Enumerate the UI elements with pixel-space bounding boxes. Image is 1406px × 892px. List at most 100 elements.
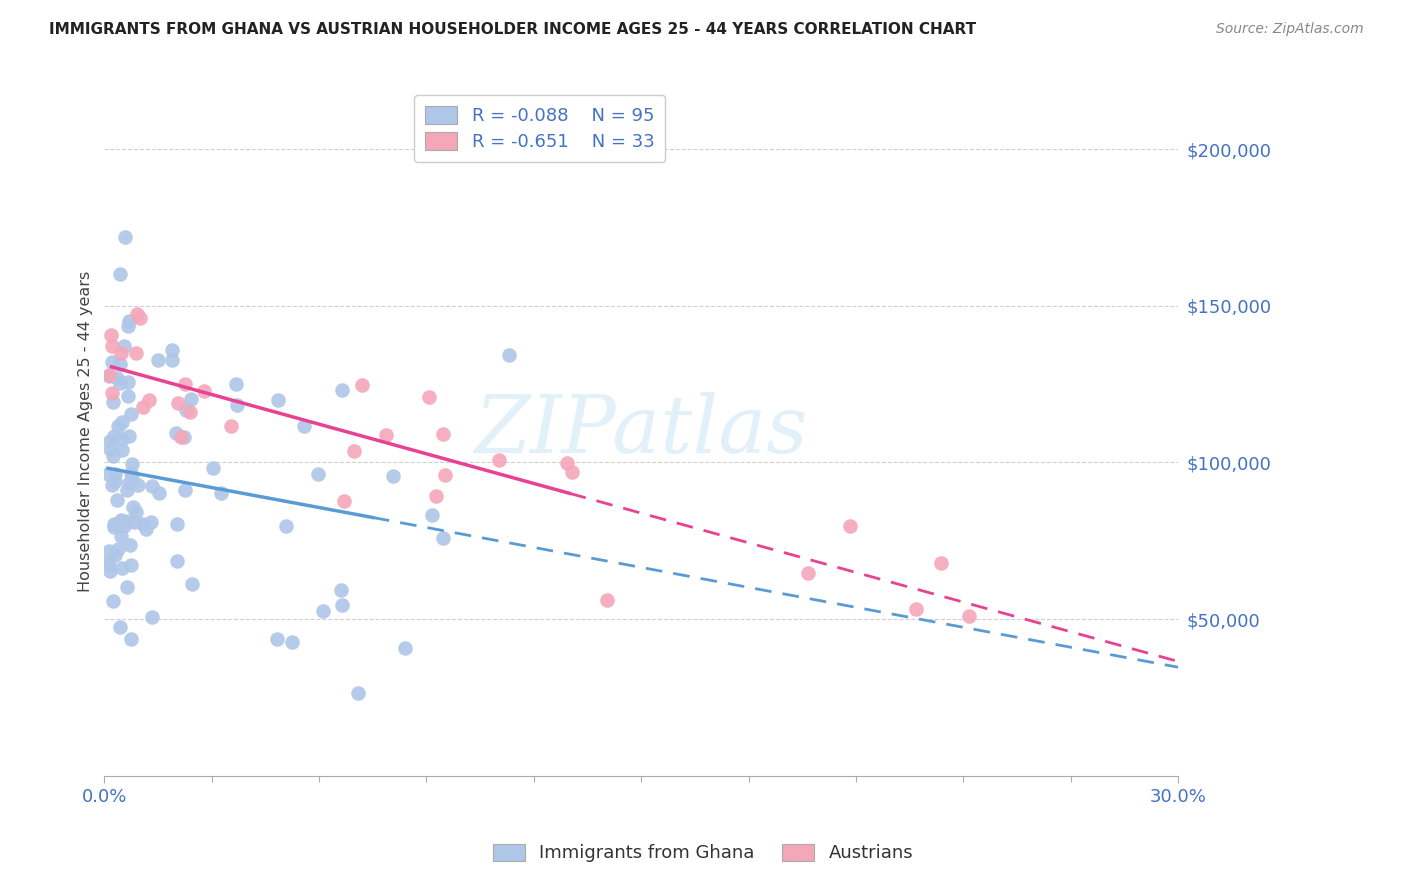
Point: [103, 594, 125, 608]
Point: [957, 609, 980, 624]
Point: [166, 554, 188, 568]
Point: [904, 602, 927, 616]
Point: [488, 452, 510, 467]
Point: [276, 519, 298, 533]
Point: [98, 442, 121, 456]
Point: [115, 580, 138, 594]
Point: [173, 483, 195, 498]
Point: [117, 375, 139, 389]
Point: [312, 604, 335, 618]
Point: [103, 517, 125, 532]
Point: [394, 641, 416, 656]
Point: [103, 519, 125, 533]
Point: [148, 486, 170, 500]
Point: [98, 368, 121, 382]
Point: [180, 392, 202, 406]
Point: [433, 468, 456, 483]
Point: [100, 355, 122, 369]
Point: [98, 558, 121, 572]
Point: [104, 474, 127, 488]
Point: [139, 515, 162, 529]
Point: [332, 494, 354, 508]
Point: [330, 582, 353, 597]
Point: [280, 635, 302, 649]
Point: [111, 560, 134, 574]
Point: [418, 390, 440, 404]
Point: [103, 428, 125, 442]
Point: [107, 541, 129, 556]
Point: [101, 394, 124, 409]
Point: [561, 465, 583, 479]
Point: [98, 434, 121, 448]
Point: [108, 268, 131, 282]
Point: [104, 467, 127, 482]
Point: [425, 489, 447, 503]
Point: [181, 577, 204, 591]
Point: [167, 396, 190, 410]
Point: [121, 458, 143, 472]
Point: [173, 430, 195, 444]
Legend: Immigrants from Ghana, Austrians: Immigrants from Ghana, Austrians: [485, 837, 921, 870]
Point: [209, 486, 232, 500]
Point: [174, 403, 197, 417]
Point: [307, 467, 329, 481]
Point: [838, 519, 860, 533]
Point: [101, 477, 124, 491]
Point: [121, 558, 143, 573]
Point: [100, 327, 122, 342]
Point: [120, 466, 142, 480]
Point: [267, 392, 290, 407]
Point: [134, 522, 156, 536]
Point: [97, 544, 120, 558]
Point: [108, 619, 131, 633]
Point: [101, 386, 124, 401]
Point: [374, 428, 396, 442]
Point: [117, 314, 139, 328]
Point: [107, 371, 129, 385]
Point: [193, 384, 215, 399]
Point: [166, 517, 188, 532]
Point: [595, 592, 617, 607]
Point: [120, 538, 142, 552]
Point: [97, 555, 120, 569]
Point: [110, 376, 132, 390]
Point: [118, 428, 141, 442]
Point: [110, 443, 132, 458]
Point: [266, 632, 288, 647]
Legend: R = -0.088    N = 95, R = -0.651    N = 33: R = -0.088 N = 95, R = -0.651 N = 33: [413, 95, 665, 161]
Point: [125, 307, 148, 321]
Point: [125, 505, 148, 519]
Point: [382, 468, 405, 483]
Point: [111, 514, 134, 528]
Text: ZIPatlas: ZIPatlas: [474, 392, 808, 470]
Point: [117, 483, 139, 497]
Point: [100, 565, 122, 579]
Point: [432, 531, 454, 545]
Point: [110, 346, 132, 360]
Point: [343, 444, 366, 458]
Point: [111, 415, 134, 429]
Point: [98, 369, 121, 384]
Point: [117, 389, 139, 403]
Point: [160, 343, 183, 358]
Point: [432, 427, 454, 442]
Y-axis label: Householder Income Ages 25 - 44 years: Householder Income Ages 25 - 44 years: [79, 270, 93, 591]
Point: [107, 493, 129, 508]
Point: [330, 383, 353, 397]
Point: [221, 419, 243, 434]
Point: [141, 610, 163, 624]
Point: [98, 368, 121, 382]
Point: [125, 345, 148, 359]
Point: [112, 339, 135, 353]
Point: [110, 529, 132, 543]
Point: [555, 456, 578, 470]
Point: [107, 419, 129, 434]
Point: [174, 376, 197, 391]
Point: [160, 353, 183, 368]
Point: [226, 398, 249, 412]
Point: [111, 432, 134, 446]
Point: [138, 393, 160, 408]
Point: [796, 566, 818, 580]
Point: [97, 467, 120, 481]
Point: [330, 598, 353, 612]
